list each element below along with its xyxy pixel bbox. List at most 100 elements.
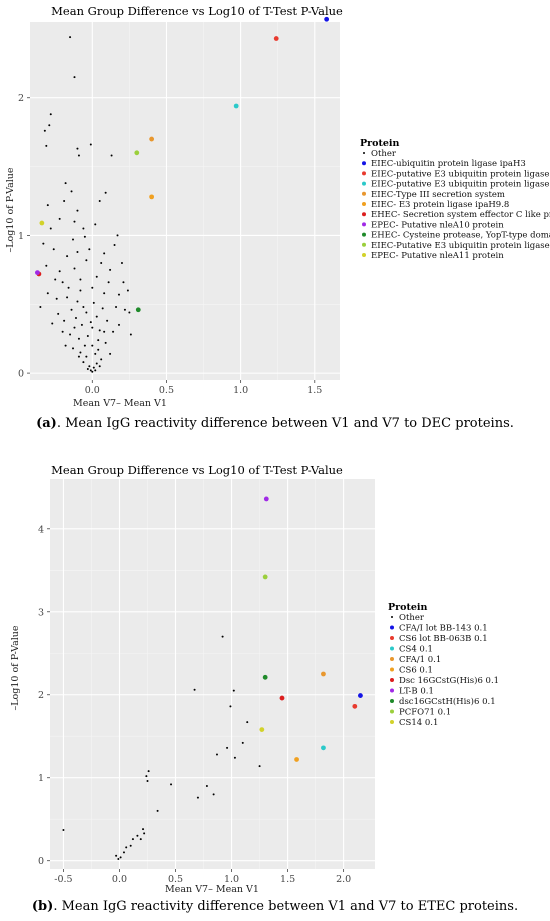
legend-label: EPEC- Putative nleA10 protein — [371, 220, 504, 230]
data-point-other — [170, 783, 173, 786]
data-point-other — [63, 319, 66, 322]
legend-label: Dsc 16GCstG(His)6 0.1 — [399, 675, 499, 686]
data-point-other — [94, 369, 97, 372]
legend-swatch — [390, 636, 394, 640]
data-point-other — [69, 36, 72, 39]
data-point-other — [58, 217, 61, 220]
data-point-other — [73, 76, 76, 79]
legend-label: Other — [371, 149, 397, 159]
data-point-other — [85, 355, 88, 358]
data-point-other — [94, 223, 97, 226]
data-point-highlight — [35, 270, 40, 275]
data-point-other — [91, 344, 94, 347]
legend-swatch — [363, 152, 365, 154]
caption-text: . Mean IgG reactivity difference between… — [53, 899, 519, 914]
data-point-other — [193, 688, 196, 691]
data-point-other — [129, 333, 132, 336]
data-point-other — [77, 154, 80, 157]
data-point-other — [226, 746, 229, 749]
data-point-highlight — [135, 307, 141, 313]
data-point-other — [95, 362, 98, 365]
legend-label: EIEC- E3 protein ligase ipaH9.8 — [371, 200, 509, 210]
data-point-highlight — [134, 150, 140, 156]
data-point-other — [77, 337, 80, 340]
data-point-highlight — [149, 136, 155, 142]
data-point-other — [46, 292, 49, 295]
data-point-other — [77, 355, 80, 358]
legend-label: CS4 0.1 — [399, 645, 433, 655]
data-point-other — [49, 113, 52, 116]
legend-label: dsc16GCstH(His)6 0.1 — [399, 696, 496, 707]
legend-label: EIEC-ubiquitin protein ligase ipaH3 — [371, 159, 526, 169]
legend-swatch — [362, 171, 366, 176]
data-point-other — [232, 689, 235, 692]
legend-swatch — [362, 202, 366, 206]
legend-swatch — [390, 646, 394, 651]
chart-title: Mean Group Difference vs Log10 of T-Test… — [51, 463, 343, 477]
chart-b: Mean Group Difference vs Log10 of T-Test… — [10, 463, 499, 895]
series-1 — [358, 693, 363, 698]
legend-label: EHEC- Secretion system effector C like p… — [371, 210, 550, 220]
data-point-highlight — [294, 757, 299, 762]
data-point-other — [58, 270, 61, 273]
data-point-highlight — [352, 703, 358, 709]
data-point-other — [117, 323, 120, 326]
data-point-other — [66, 296, 69, 299]
data-point-other — [73, 267, 76, 270]
data-point-other — [106, 319, 109, 322]
legend-swatch — [362, 161, 366, 166]
caption-label: (a) — [36, 416, 57, 431]
y-axis-ticks: 0 1 2 3 4 — [38, 524, 50, 867]
data-point-other — [104, 341, 107, 344]
series-0 — [39, 36, 132, 373]
data-point-highlight — [233, 103, 239, 109]
data-point-other — [205, 785, 208, 788]
data-point-other — [82, 306, 85, 309]
data-point-other — [74, 317, 77, 320]
data-point-other — [85, 259, 88, 262]
data-point-other — [95, 315, 98, 318]
x-tick-label: 1.0 — [224, 874, 239, 885]
chart-a: Mean Group Difference vs Log10 of T-Test… — [5, 4, 550, 409]
legend-swatch — [390, 709, 394, 714]
data-point-other — [67, 286, 70, 289]
data-point-other — [212, 793, 215, 796]
data-point-other — [92, 301, 95, 304]
x-axis-label: Mean V7– Mean V1 — [165, 884, 259, 895]
data-point-other — [143, 832, 146, 835]
data-point-other — [110, 154, 113, 157]
data-point-other — [107, 281, 110, 284]
series-0 — [62, 635, 261, 861]
legend-swatch — [362, 253, 366, 257]
series-2 — [352, 703, 358, 709]
series-7 — [35, 270, 40, 275]
data-point-highlight — [259, 727, 265, 732]
legend-swatch — [390, 625, 394, 630]
plot-background — [50, 479, 375, 869]
series-4 — [149, 136, 155, 142]
data-point-other — [147, 770, 150, 773]
data-point-other — [146, 780, 149, 783]
data-point-highlight — [263, 496, 269, 502]
x-tick-label: 0.5 — [168, 874, 183, 885]
caption-text: . Mean IgG reactivity difference between… — [56, 416, 514, 431]
data-point-other — [63, 200, 66, 202]
data-point-other — [156, 809, 159, 812]
data-point-other — [142, 828, 145, 831]
series-8 — [135, 307, 141, 313]
data-point-other — [79, 278, 82, 281]
caption-b: (b). Mean IgG reactivity difference betw… — [0, 899, 550, 914]
data-point-other — [54, 278, 57, 281]
data-point-highlight — [273, 36, 279, 41]
data-point-other — [57, 312, 60, 315]
y-tick-label: 1 — [38, 773, 44, 784]
data-point-other — [139, 838, 142, 841]
legend-label: LT-B 0.1 — [399, 687, 434, 697]
x-tick-label: 1.5 — [280, 874, 295, 885]
chart-title: Mean Group Difference vs Log10 of T-Test… — [51, 4, 343, 18]
data-point-other — [98, 329, 101, 332]
data-point-other — [109, 268, 112, 271]
data-point-highlight — [262, 674, 268, 680]
legend-label: CFA/I lot BB-143 0.1 — [399, 624, 488, 634]
